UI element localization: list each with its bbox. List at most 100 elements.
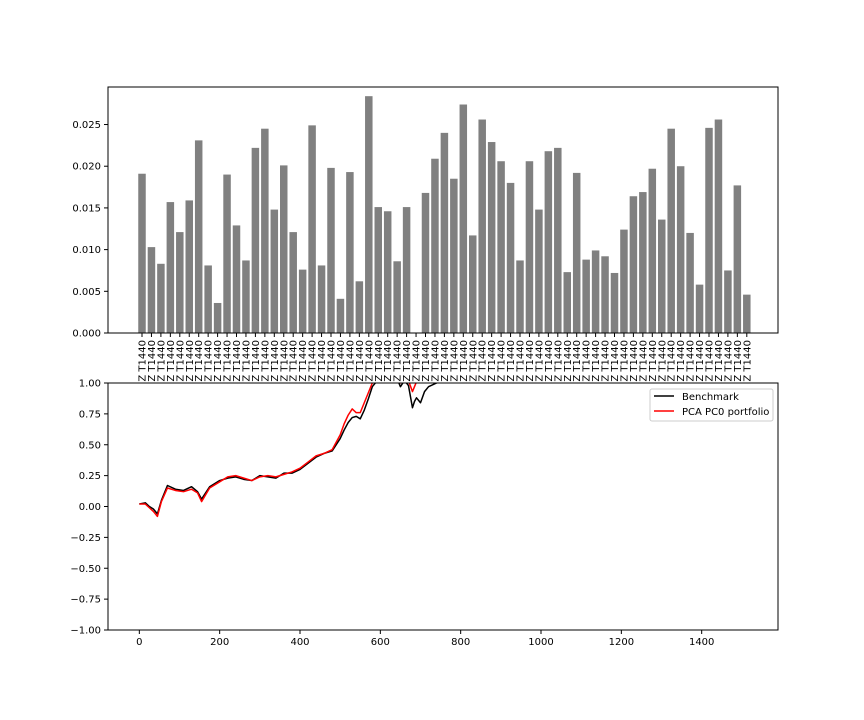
bar — [544, 151, 553, 333]
bar — [336, 298, 345, 333]
bar — [157, 263, 165, 333]
x-tick-label: Z T1440 — [194, 340, 205, 382]
legend-label-benchmark: Benchmark — [682, 392, 739, 403]
bar — [487, 142, 496, 333]
y-tick-label: 0.000 — [72, 329, 101, 340]
bar — [572, 172, 581, 333]
bar — [365, 96, 373, 333]
bar — [497, 161, 505, 333]
bar — [535, 209, 543, 333]
x-tick-label: Z T1440 — [185, 340, 196, 382]
bar — [176, 232, 184, 333]
bar — [261, 128, 269, 333]
y-tick-label: 1.00 — [79, 379, 101, 390]
line-chart-series — [139, 383, 438, 518]
bar — [166, 202, 175, 333]
y-tick-label: −0.75 — [70, 595, 101, 606]
x-tick-label: Z T1440 — [213, 340, 224, 382]
bar — [431, 158, 439, 333]
x-tick-label: Z T1440 — [270, 340, 281, 382]
bar — [440, 132, 449, 333]
x-tick-label: Z T1440 — [544, 340, 555, 382]
x-tick-label: Z T1440 — [601, 340, 612, 382]
x-tick-label: Z T1440 — [553, 340, 564, 382]
line-chart-legend: Benchmark PCA PC0 portfolio — [649, 388, 774, 422]
x-tick-label: Z T1440 — [459, 340, 470, 382]
bar — [308, 125, 316, 333]
bar — [374, 207, 382, 333]
bar — [393, 261, 401, 333]
x-tick-label: Z T1440 — [676, 340, 687, 382]
x-tick-label: Z T1440 — [733, 340, 744, 382]
y-tick-label: 0.025 — [72, 120, 101, 131]
bar — [194, 140, 203, 333]
x-tick-label: Z T1440 — [497, 340, 508, 382]
bar — [317, 265, 326, 333]
x-tick-label: Z T1440 — [166, 340, 177, 382]
bar — [280, 165, 288, 333]
bar — [667, 128, 675, 333]
bar — [459, 104, 468, 333]
bar — [714, 119, 723, 334]
x-tick-label: 200 — [210, 637, 229, 648]
x-tick-label: Z T1440 — [317, 340, 328, 382]
bar — [639, 192, 647, 333]
x-tick-label: Z T1440 — [742, 340, 753, 382]
x-tick-label: Z T1440 — [705, 340, 716, 382]
x-tick-label: Z T1440 — [308, 340, 319, 382]
x-tick-label: Z T1440 — [355, 340, 366, 382]
bar — [355, 281, 364, 333]
bar — [383, 211, 392, 333]
bar — [469, 235, 477, 333]
x-tick-label: 800 — [451, 637, 470, 648]
y-tick-label: 0.005 — [72, 287, 101, 298]
bar — [251, 147, 260, 333]
bar — [724, 270, 732, 333]
x-tick-label: Z T1440 — [364, 340, 375, 382]
x-tick-label: Z T1440 — [204, 340, 215, 382]
bar — [516, 260, 524, 333]
line-chart-axes: −1.00 −0.75 −0.50 −0.25 0.00 0.25 0.50 0.75 1.00… — [70, 379, 779, 648]
bar — [204, 265, 212, 333]
x-tick-label: Z T1440 — [629, 340, 640, 382]
x-tick-label: Z T1440 — [402, 340, 413, 382]
x-tick-label: Z T1440 — [412, 340, 423, 382]
line-chart-y-ticks: −1.00 −0.75 −0.50 −0.25 0.00 0.25 0.50 0.75 1.00 — [70, 379, 108, 637]
x-tick-label: Z T1440 — [421, 340, 432, 382]
x-tick-label: Z T1440 — [582, 340, 593, 382]
bar — [298, 269, 307, 333]
x-tick-label: Z T1440 — [610, 340, 621, 382]
bar-chart-bars — [138, 96, 751, 334]
bar — [346, 172, 354, 333]
x-tick-label: Z T1440 — [591, 340, 602, 382]
bar — [554, 147, 562, 333]
bar — [327, 167, 335, 333]
bar — [402, 207, 411, 333]
bar — [733, 185, 742, 333]
bar — [629, 196, 638, 333]
bar — [421, 192, 430, 333]
x-tick-label: Z T1440 — [563, 340, 574, 382]
x-tick-label: Z T1440 — [260, 340, 271, 382]
bar — [147, 247, 156, 333]
x-tick-label: Z T1440 — [525, 340, 536, 382]
x-tick-label: Z T1440 — [572, 340, 583, 382]
x-tick-label: Z T1440 — [327, 340, 338, 382]
bar — [676, 166, 685, 333]
bar — [223, 174, 231, 333]
x-tick-label: Z T1440 — [138, 340, 149, 382]
bar — [695, 284, 704, 333]
x-tick-label: Z T1440 — [648, 340, 659, 382]
x-tick-label: 0 — [136, 637, 142, 648]
x-tick-label: Z T1440 — [336, 340, 347, 382]
x-tick-label: Z T1440 — [279, 340, 290, 382]
x-tick-label: Z T1440 — [723, 340, 734, 382]
x-tick-label: Z T1440 — [175, 340, 186, 382]
bar — [232, 225, 241, 333]
bar — [450, 178, 458, 333]
y-tick-label: 0.75 — [79, 409, 101, 420]
y-tick-label: −0.50 — [70, 564, 101, 575]
x-tick-label: Z T1440 — [232, 340, 243, 382]
